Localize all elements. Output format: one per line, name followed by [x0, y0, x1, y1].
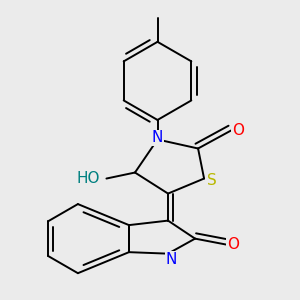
Text: O: O [227, 237, 239, 252]
Text: HO: HO [77, 171, 100, 186]
Text: S: S [207, 172, 217, 188]
Text: N: N [152, 130, 163, 146]
Text: N: N [165, 252, 177, 267]
Text: O: O [232, 123, 244, 138]
